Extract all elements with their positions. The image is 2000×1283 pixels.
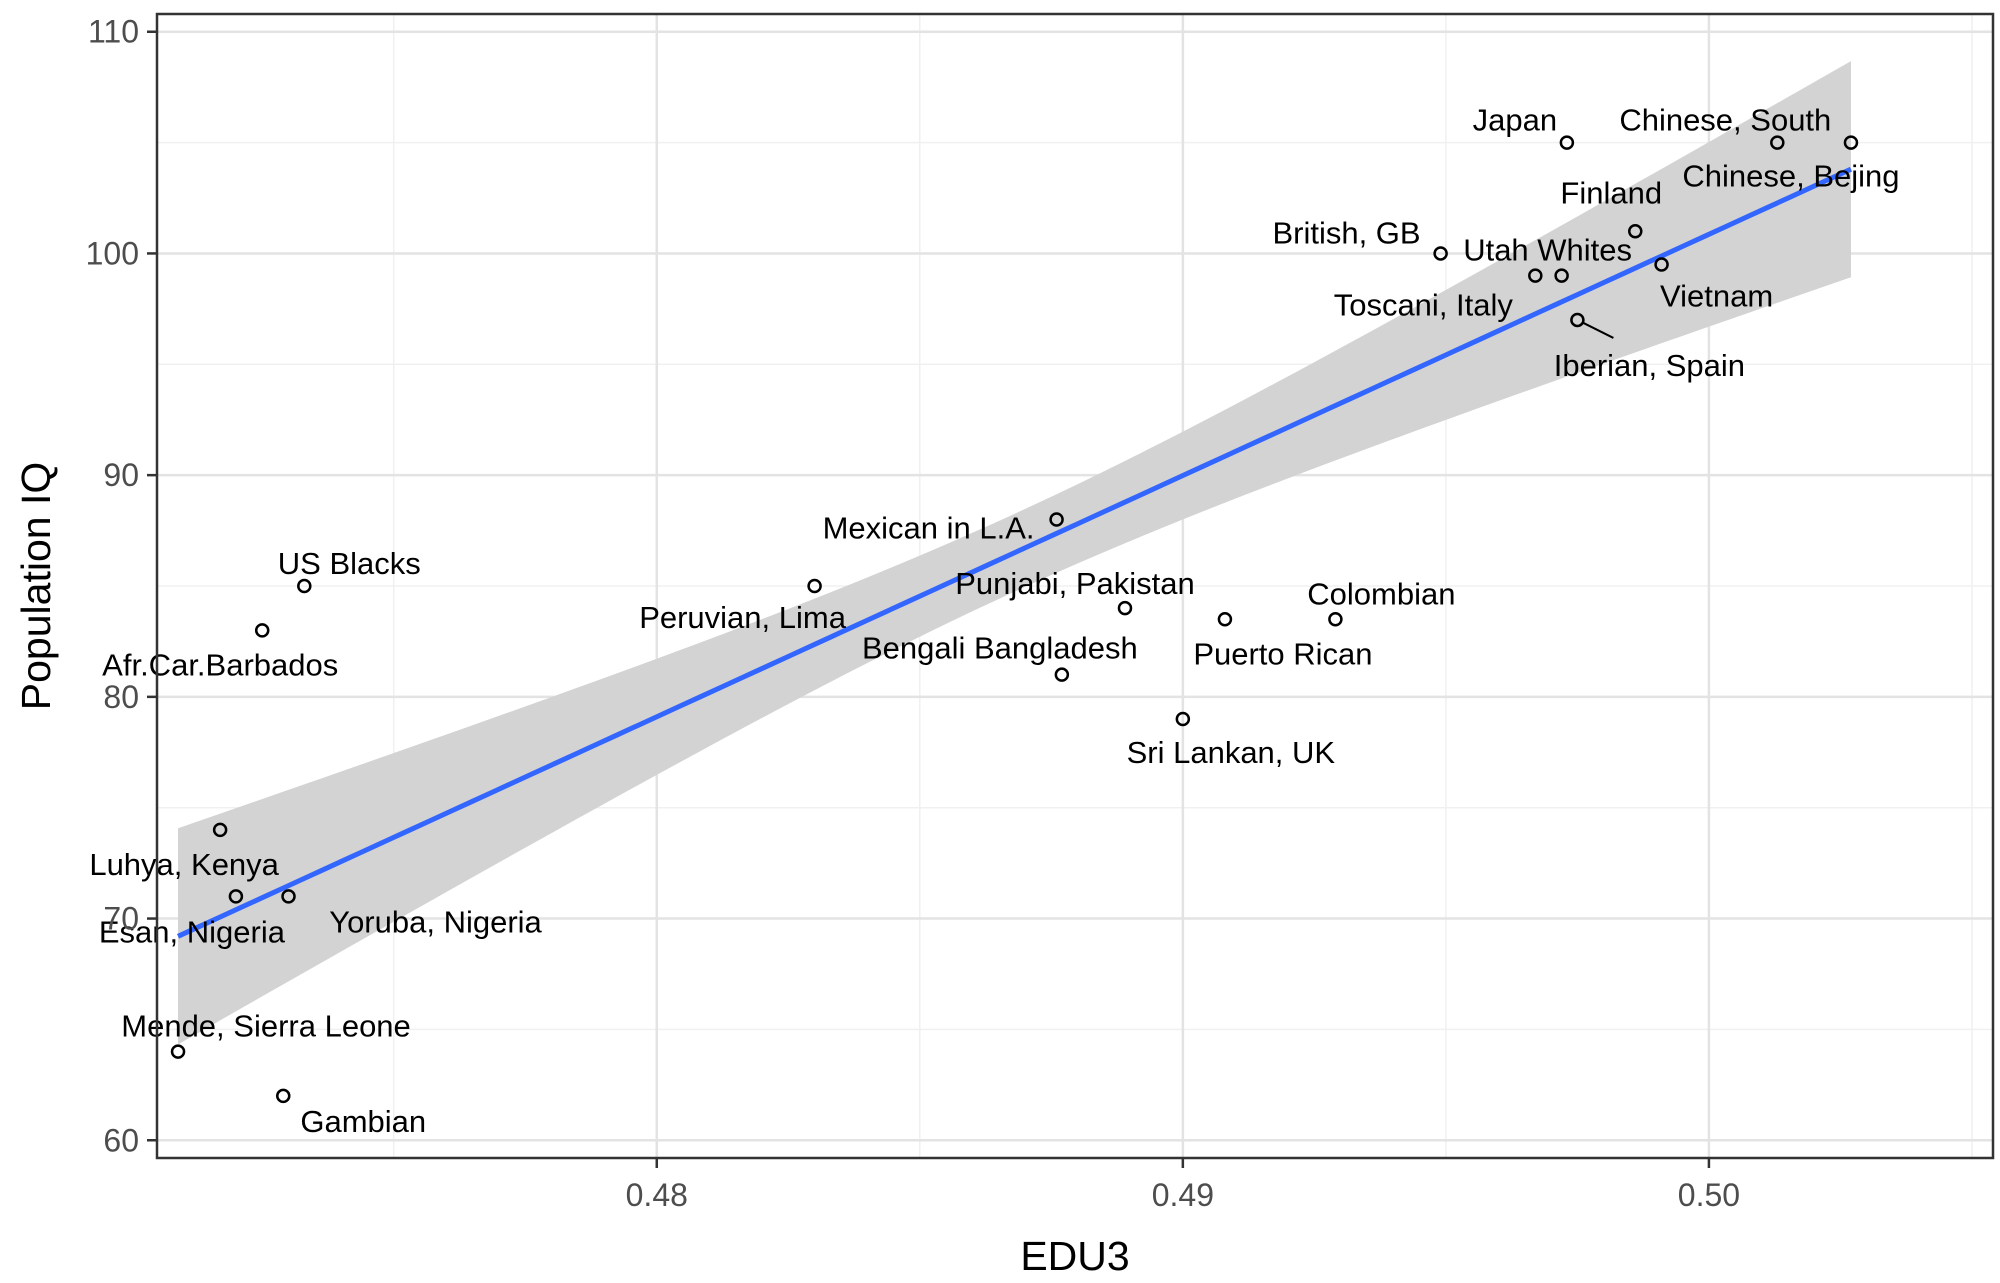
point-labels: Japan Chinese, South Chinese, Bejing Finlan… (89, 103, 1899, 1139)
point-label: Yoruba, Nigeria (329, 904, 542, 939)
data-point (807, 578, 822, 594)
data-point (1117, 600, 1133, 616)
point-label: Afr.Car.Barbados (102, 647, 338, 682)
point-label: Chinese, Bejing (1682, 159, 1899, 194)
data-point (1559, 135, 1575, 150)
y-axis-title: Population IQ (13, 462, 59, 710)
point-label: Iberian, Spain (1554, 348, 1745, 383)
point-label: British, GB (1272, 215, 1420, 250)
point-label: US Blacks (278, 546, 421, 581)
data-point (170, 1044, 186, 1059)
data-point (1628, 224, 1643, 239)
x-tick-label: 0.50 (1678, 1177, 1740, 1213)
point-label: Mende, Sierra Leone (121, 1009, 411, 1044)
point-label: Punjabi, Pakistan (955, 566, 1195, 601)
plot-panel-border (155, 12, 1995, 1160)
data-point (276, 1088, 291, 1104)
y-tick-label: 70 (103, 901, 139, 937)
point-label: Gambian (300, 1104, 426, 1139)
point-label: Finland (1560, 175, 1662, 210)
point-label: Bengali Bangladesh (862, 631, 1138, 666)
point-label: Peruvian, Lima (639, 600, 847, 635)
point-label: Toscani, Italy (1334, 288, 1514, 323)
data-point (1528, 268, 1543, 283)
x-tick-label: 0.48 (626, 1177, 688, 1213)
point-label: Esan, Nigeria (99, 914, 286, 949)
data-point (1770, 135, 1785, 150)
data-point (1175, 711, 1191, 727)
data-point (281, 889, 296, 904)
data-point (1328, 612, 1343, 627)
point-label: Sri Lankan, UK (1127, 735, 1336, 770)
y-tick-label: 80 (103, 679, 139, 715)
data-point (1217, 612, 1233, 627)
data-point (1433, 246, 1448, 261)
data-points (170, 135, 1859, 1104)
fit-line (177, 166, 1853, 939)
data-point (212, 822, 228, 838)
data-point (1054, 667, 1070, 682)
point-label: Colombian (1307, 576, 1455, 611)
data-point (228, 889, 244, 904)
y-tick-label: 110 (88, 14, 139, 50)
point-label: Mexican in L.A. (823, 510, 1035, 545)
y-tick-label: 60 (103, 1122, 139, 1158)
data-point (1843, 135, 1859, 150)
axes: 0.48 0.49 0.50 60 70 80 90 100 110 (86, 14, 1740, 1213)
point-label: Utah Whites (1463, 233, 1632, 268)
y-tick-label: 100 (86, 235, 139, 271)
data-point (1570, 312, 1585, 328)
x-axis-title: EDU3 (1020, 1233, 1129, 1279)
data-point (1049, 512, 1064, 527)
point-label: Puerto Rican (1193, 636, 1372, 671)
data-point (254, 623, 270, 638)
data-point (1654, 257, 1669, 272)
regression-line (177, 166, 1853, 939)
point-label: Luhya, Kenya (89, 847, 279, 882)
label-leader-line (1582, 322, 1614, 339)
y-tick-label: 90 (103, 457, 139, 493)
point-label: Chinese, South (1619, 103, 1831, 138)
point-label: Vietnam (1660, 279, 1773, 314)
point-label: Japan (1473, 103, 1557, 138)
x-tick-label: 0.49 (1152, 1177, 1214, 1213)
data-point (297, 578, 312, 594)
data-point (1554, 268, 1569, 283)
